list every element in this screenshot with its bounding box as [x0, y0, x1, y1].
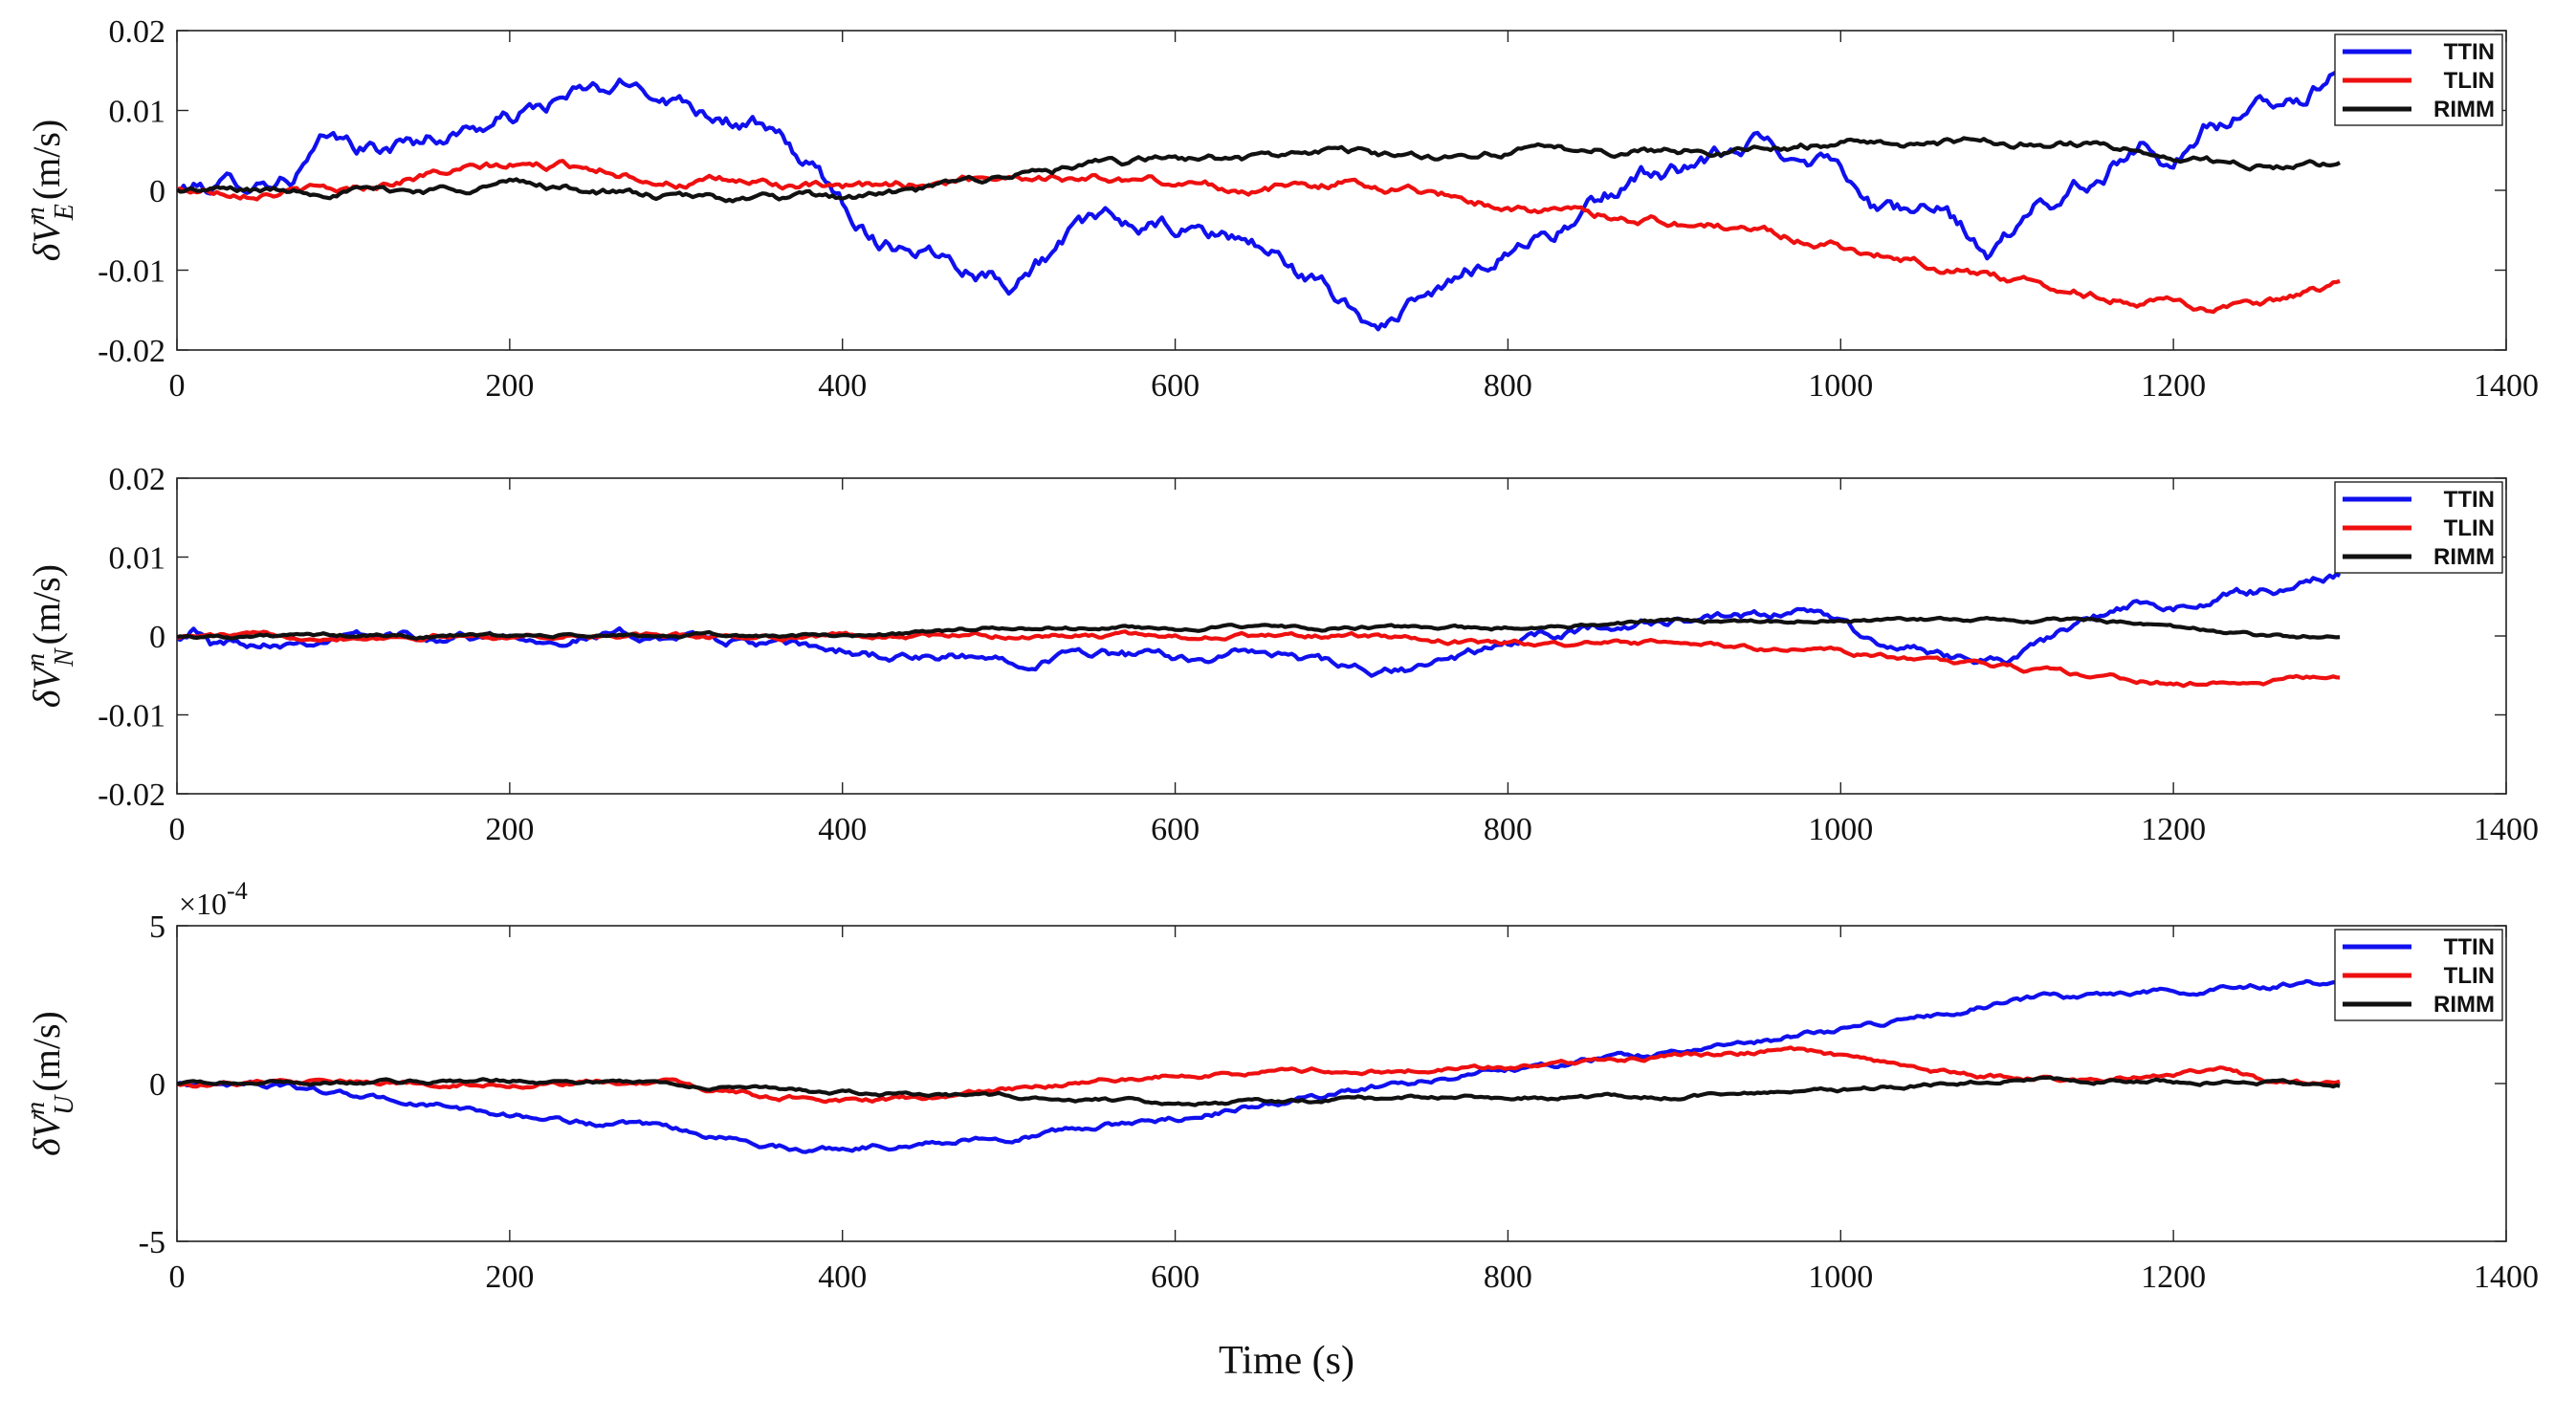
x-tick-label: 400: [818, 368, 867, 404]
x-tick-label: 1000: [1808, 812, 1873, 847]
legend: TTIN TLIN RIMM: [2334, 33, 2503, 126]
y-tick-label: 0.01: [109, 541, 166, 577]
y-tick-label: -5: [139, 1225, 165, 1260]
x-tick-label: 0: [169, 1260, 186, 1295]
x-tick-label: 600: [1151, 1260, 1200, 1295]
series-line-tlin: [177, 159, 2341, 315]
x-tick-label: 1400: [2474, 812, 2539, 847]
y-axis-label: δVnN(m/s): [21, 564, 79, 708]
y-tick-label: -0.02: [98, 334, 165, 369]
x-tick-label: 1000: [1808, 1260, 1873, 1295]
legend: TTIN TLIN RIMM: [2334, 929, 2503, 1021]
y-tick-label: 5: [149, 909, 165, 945]
series-line-rimm: [177, 615, 2341, 641]
x-tick-label: 1200: [2141, 812, 2206, 847]
legend-label-tlin: TLIN: [2444, 963, 2495, 989]
x-tick-label: 1200: [2141, 1260, 2206, 1295]
y-axis-multiplier: ×10-4: [179, 877, 248, 921]
legend-label-rimm: RIMM: [2433, 97, 2495, 122]
x-tick-label: 200: [485, 812, 534, 847]
series-line-ttin: [177, 67, 2342, 332]
y-tick-label: -0.01: [98, 254, 165, 290]
y-tick-label: 0: [149, 1067, 165, 1103]
y-tick-label: -0.02: [98, 778, 165, 813]
legend-label-rimm: RIMM: [2433, 992, 2495, 1018]
x-tick-label: 800: [1484, 368, 1532, 404]
y-tick-label: 0.02: [109, 14, 166, 50]
y-tick-label: 0.01: [109, 95, 166, 130]
legend-label-ttin: TTIN: [2444, 934, 2495, 960]
legend-label-rimm: RIMM: [2433, 544, 2495, 570]
y-axis-label: δVnU(m/s): [21, 1011, 79, 1156]
x-tick-label: 400: [818, 1260, 867, 1295]
y-axis-label: δVnE(m/s): [21, 120, 79, 262]
series-line-ttin: [177, 978, 2341, 1154]
x-tick-label: 200: [485, 368, 534, 404]
x-tick-label: 0: [169, 812, 186, 847]
legend-label-ttin: TTIN: [2444, 39, 2495, 65]
x-tick-label: 1200: [2141, 368, 2206, 404]
x-tick-label: 1400: [2474, 1260, 2539, 1295]
series-line-rimm: [177, 136, 2342, 204]
x-tick-label: 800: [1484, 812, 1532, 847]
x-tick-label: 200: [485, 1260, 534, 1295]
y-tick-label: 0.02: [109, 462, 166, 497]
x-tick-label: 400: [818, 812, 867, 847]
panel-up-velocity-error: 0 200 400 600 800 1000 1200 1400-505×10-4δVnU(m…: [21, 877, 2539, 1295]
series-line-rimm: [177, 1075, 2341, 1107]
x-tick-label: 600: [1151, 812, 1200, 847]
legend-label-ttin: TTIN: [2444, 487, 2495, 513]
legend-label-tlin: TLIN: [2444, 515, 2495, 541]
panel-north-velocity-error: 0 200 400 600 800 1000 1200 1400 -0.02 -0.01 0 0.01…: [21, 462, 2539, 847]
y-tick-label: 0: [149, 174, 165, 209]
x-tick-label: 1000: [1808, 368, 1873, 404]
x-tick-label: 600: [1151, 368, 1200, 404]
x-axis-label: Time (s): [1219, 1339, 1354, 1383]
y-tick-label: -0.01: [98, 699, 165, 734]
legend-label-tlin: TLIN: [2444, 68, 2495, 94]
y-tick-label: 0: [149, 620, 165, 655]
plot-area: [176, 30, 2507, 351]
x-tick-label: 0: [169, 368, 186, 404]
panel-east-velocity-error: 0 200 400 600 800 1000 1200 1400 -0.02 -0.01 0 0.01…: [21, 14, 2539, 404]
x-tick-label: 800: [1484, 1260, 1532, 1295]
x-tick-label: 1400: [2474, 368, 2539, 404]
